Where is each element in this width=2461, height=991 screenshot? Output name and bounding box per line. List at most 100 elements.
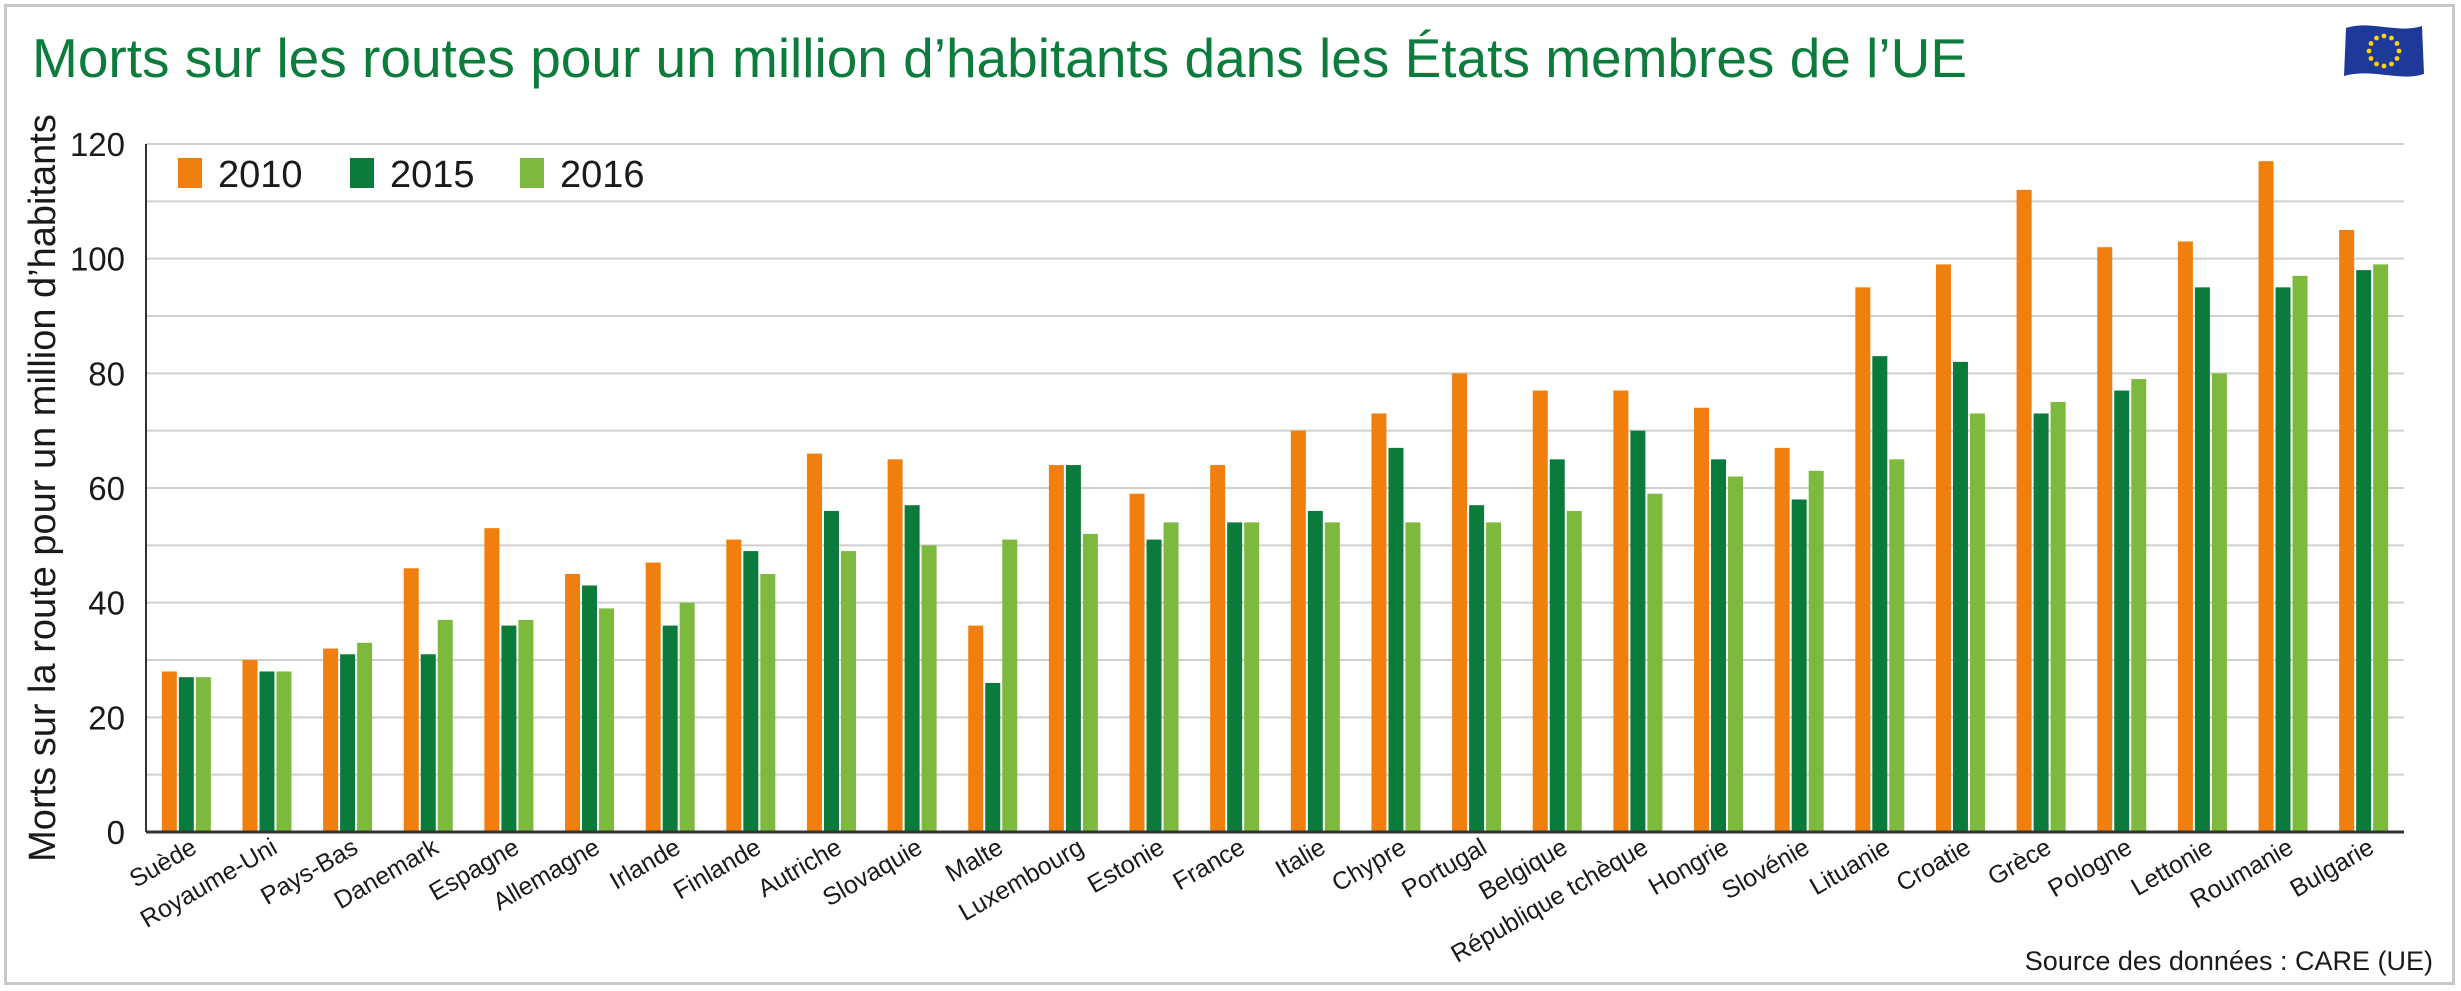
bar-2010 (565, 574, 581, 832)
category-label: Hongrie (1644, 833, 1734, 901)
bar-2015 (582, 585, 598, 832)
category-label: Finlande (669, 833, 766, 905)
bar-2016 (195, 677, 211, 832)
bar-2016 (1647, 493, 1663, 832)
category-label: Slovénie (1717, 833, 1814, 905)
bar-2015 (1791, 499, 1807, 832)
bar-2010 (806, 453, 822, 832)
bar-2010 (887, 459, 903, 832)
flag-star (2374, 61, 2379, 67)
y-tick-label: 60 (88, 470, 125, 507)
bar-2016 (2050, 402, 2066, 832)
bar-2010 (2258, 161, 2274, 832)
bar-2016 (921, 545, 937, 832)
bar-2015 (1307, 510, 1323, 832)
bar-2016 (276, 671, 292, 832)
bar-2016 (1244, 522, 1260, 832)
bar-2015 (2356, 270, 2372, 833)
bar-2015 (1469, 505, 1485, 832)
y-tick-labels: 0 20 40 60 80 100 120 (70, 126, 125, 851)
bar-2010 (2339, 230, 2355, 832)
bar-2016 (760, 574, 776, 832)
legend-swatch-2016 (520, 158, 544, 188)
bar-2015 (501, 625, 517, 832)
legend-swatch-2010 (178, 158, 202, 188)
category-label: Bulgarie (2285, 833, 2378, 903)
bar-2016 (2373, 264, 2389, 832)
category-label: Chypre (1327, 833, 1411, 898)
bar-2010 (242, 660, 258, 832)
flag-star (2368, 41, 2374, 46)
bar-2015 (1549, 459, 1565, 832)
bar-2010 (2016, 189, 2032, 832)
y-axis-label: Morts sur la route pour un million d’hab… (22, 114, 64, 862)
y-tick-label: 100 (70, 241, 125, 278)
bar-2015 (2275, 287, 2291, 832)
flag-star (2389, 35, 2394, 41)
bar-2015 (743, 551, 759, 832)
category-label: Lituanie (1805, 833, 1895, 901)
bar-2015 (1065, 465, 1081, 832)
legend: 2010 2015 2016 (178, 154, 645, 196)
bars (161, 161, 2389, 833)
bar-2015 (823, 510, 839, 832)
category-label: Estonie (1083, 833, 1169, 899)
bar-2010 (1290, 430, 1306, 832)
bar-2010 (1532, 390, 1548, 832)
bar-2010 (1371, 413, 1387, 832)
bar-2016 (1082, 533, 1098, 832)
bar-2016 (2292, 275, 2308, 832)
bar-2015 (1388, 447, 1404, 832)
chart-frame (4, 4, 2455, 985)
flag-star (2368, 56, 2374, 61)
bar-2016 (1969, 413, 1985, 832)
bar-2015 (904, 505, 920, 832)
bar-2015 (985, 682, 1001, 832)
category-label: Italie (1271, 833, 1331, 884)
legend-swatch-2015 (350, 158, 374, 188)
bar-2015 (1630, 430, 1646, 832)
bar-2015 (662, 625, 678, 832)
legend-label-2016: 2016 (560, 154, 645, 196)
bar-2015 (2114, 390, 2130, 832)
bar-2010 (1613, 390, 1629, 832)
bar-2010 (161, 671, 177, 832)
bar-2016 (1163, 522, 1179, 832)
legend-label-2015: 2015 (390, 154, 475, 196)
bar-2010 (1452, 373, 1468, 832)
bar-2015 (1146, 539, 1162, 832)
bar-2016 (840, 551, 856, 832)
bar-2016 (1486, 522, 1502, 832)
flag-star (2381, 63, 2387, 69)
flag-star (2381, 33, 2387, 39)
y-tick-label: 20 (88, 699, 125, 736)
flag-star (2374, 35, 2379, 41)
bar-2016 (1566, 510, 1582, 832)
bar-2010 (484, 528, 500, 832)
bar-2010 (2177, 241, 2193, 832)
bar-2016 (1889, 459, 1905, 832)
source-note: Source des données : CARE (UE) (2024, 946, 2433, 976)
chart-title: Morts sur les routes pour un million d’h… (32, 27, 1968, 89)
bar-2016 (1002, 539, 1018, 832)
bar-2010 (403, 568, 419, 832)
bar-2016 (1405, 522, 1421, 832)
flag-star (2394, 56, 2400, 61)
bar-2010 (1935, 264, 1951, 832)
flag-star (2394, 41, 2400, 46)
bar-2010 (1774, 447, 1790, 832)
bar-2010 (323, 648, 339, 832)
bar-2010 (1694, 407, 1710, 832)
bar-2016 (357, 642, 373, 832)
bar-2015 (340, 654, 356, 832)
category-label: France (1168, 833, 1249, 896)
bar-2015 (178, 677, 194, 832)
bar-2016 (2211, 373, 2227, 832)
bar-2016 (1324, 522, 1340, 832)
bar-2015 (420, 654, 436, 832)
bar-2010 (1129, 493, 1145, 832)
flag-star (2396, 48, 2402, 54)
flag-star (2366, 48, 2372, 54)
bar-2010 (2097, 247, 2113, 832)
